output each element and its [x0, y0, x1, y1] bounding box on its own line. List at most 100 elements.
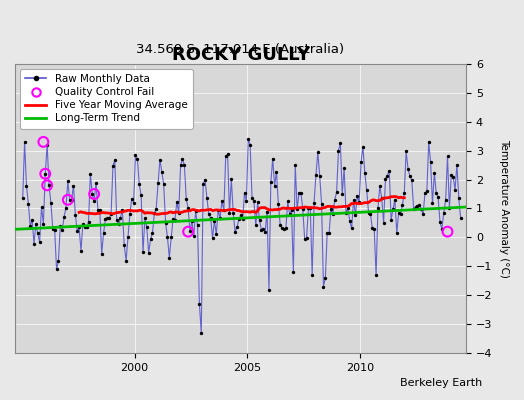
Text: 34.569 S, 117.014 E (Australia): 34.569 S, 117.014 E (Australia) — [136, 44, 345, 56]
Point — [225, 209, 234, 216]
Point — [135, 181, 144, 187]
Point — [158, 169, 166, 176]
Point — [423, 188, 431, 194]
Point — [419, 211, 427, 218]
Point — [345, 218, 354, 224]
Point — [63, 178, 72, 184]
Point — [323, 229, 331, 236]
Point — [152, 206, 160, 212]
Point — [310, 200, 318, 206]
Point — [133, 155, 141, 162]
Point — [361, 169, 369, 176]
Point — [73, 228, 81, 234]
Point — [427, 159, 435, 165]
Y-axis label: Temperature Anomaly (°C): Temperature Anomaly (°C) — [499, 139, 509, 278]
Point — [227, 176, 236, 182]
Point — [109, 163, 117, 169]
Point — [26, 223, 35, 230]
Point — [297, 190, 305, 196]
Point — [312, 172, 320, 178]
Point — [329, 211, 337, 218]
Point — [186, 228, 194, 234]
Point — [150, 210, 158, 217]
Point — [381, 175, 390, 182]
Point — [295, 189, 303, 196]
Point — [248, 195, 256, 201]
Point — [174, 210, 183, 216]
Point — [353, 193, 362, 199]
Point — [139, 249, 147, 255]
Point — [379, 220, 388, 226]
Point — [265, 286, 273, 293]
Point — [438, 226, 446, 232]
Point — [201, 177, 209, 183]
Point — [449, 174, 457, 180]
Point — [289, 269, 298, 275]
Point — [159, 181, 168, 188]
Point — [293, 206, 301, 213]
Point — [69, 182, 78, 189]
Point — [169, 216, 177, 222]
Point — [68, 197, 76, 203]
Point — [314, 149, 322, 156]
Point — [244, 136, 253, 142]
Point — [451, 186, 459, 193]
Point — [60, 214, 68, 220]
Point — [28, 216, 36, 223]
Title: ROCKY GULLY: ROCKY GULLY — [171, 46, 310, 64]
Point — [443, 228, 452, 235]
Point — [372, 272, 380, 278]
Point — [321, 275, 330, 281]
Point — [156, 157, 164, 163]
Point — [111, 157, 119, 163]
Point — [268, 156, 277, 162]
Point — [370, 226, 378, 232]
Point — [88, 191, 96, 197]
Point — [359, 143, 367, 150]
Point — [308, 272, 316, 278]
Point — [94, 206, 102, 213]
Point — [286, 211, 294, 218]
Point — [193, 222, 202, 228]
Point — [43, 142, 51, 148]
Point — [400, 190, 409, 196]
Point — [154, 180, 162, 187]
Point — [20, 139, 29, 145]
Point — [62, 204, 70, 211]
Point — [404, 166, 412, 172]
Point — [350, 197, 358, 204]
Point — [66, 197, 74, 203]
Point — [238, 216, 247, 222]
Point — [132, 152, 140, 159]
Point — [77, 247, 85, 254]
Point — [58, 227, 67, 233]
Point — [440, 209, 448, 216]
Point — [278, 225, 286, 232]
Point — [287, 206, 296, 213]
Point — [49, 226, 57, 232]
Point — [291, 162, 299, 168]
Point — [304, 205, 313, 211]
Point — [383, 172, 391, 179]
Point — [259, 226, 267, 232]
Point — [188, 218, 196, 224]
Point — [443, 153, 452, 160]
Point — [90, 198, 99, 204]
Point — [441, 197, 450, 203]
Point — [231, 228, 239, 235]
Point — [163, 234, 172, 240]
Point — [161, 220, 170, 226]
Point — [387, 217, 395, 223]
Point — [385, 167, 394, 174]
Point — [436, 219, 444, 225]
Point — [455, 195, 463, 201]
Point — [116, 215, 125, 221]
Point — [122, 258, 130, 264]
Point — [92, 180, 100, 186]
Point — [299, 206, 307, 212]
Point — [214, 207, 222, 213]
Point — [235, 216, 243, 222]
Point — [63, 197, 72, 203]
Point — [338, 191, 346, 197]
Point — [453, 162, 461, 168]
